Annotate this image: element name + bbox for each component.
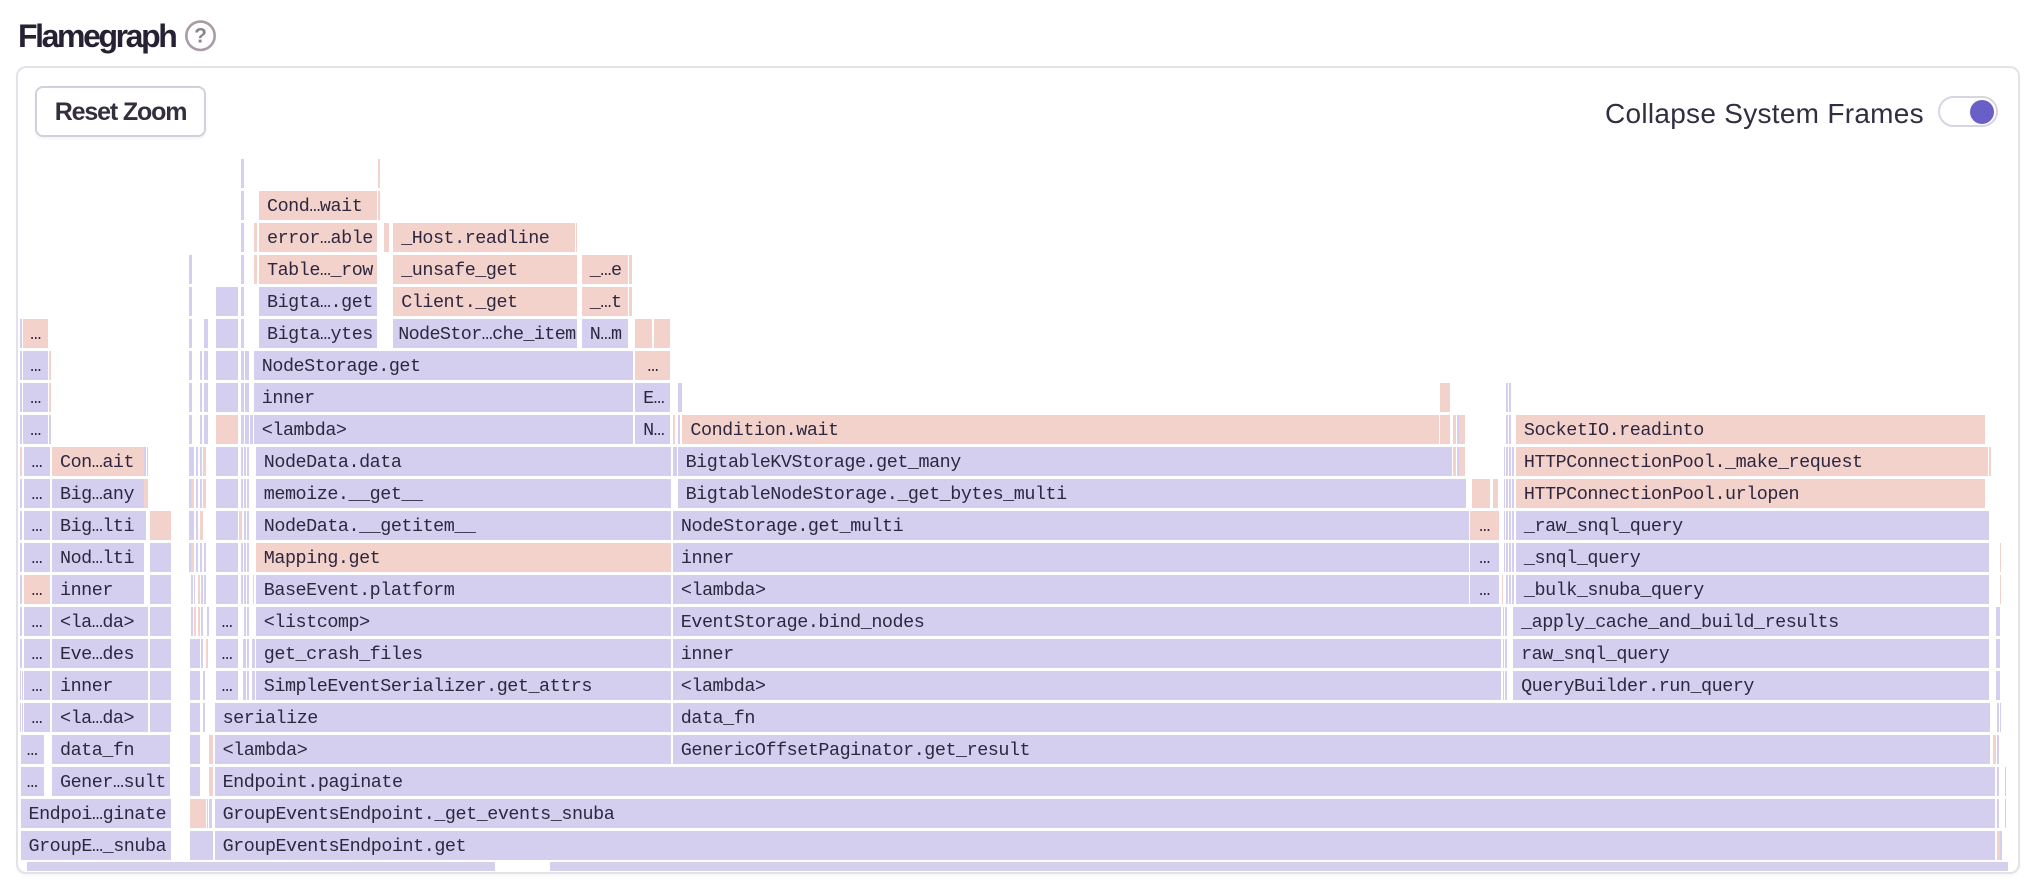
svg-text:?: ?	[194, 25, 207, 48]
